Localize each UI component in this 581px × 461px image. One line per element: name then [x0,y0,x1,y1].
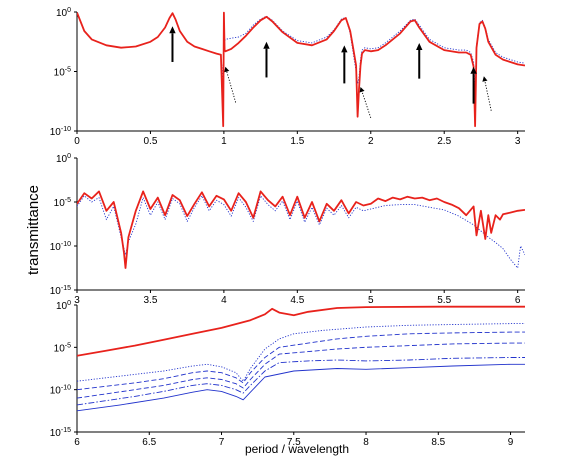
y-axis-label: transmittance [25,185,42,275]
series-line-6 [77,363,525,412]
y-tick-label: 100 [56,153,71,165]
dotted-arrow [359,86,372,119]
x-tick-label: 1.5 [290,136,304,147]
x-tick-label: 3 [515,136,521,147]
series-line-2 [77,323,525,382]
series-line-1 [77,11,525,128]
x-tick-label: 0.5 [143,136,157,147]
x-tick-label: 2 [368,136,374,147]
x-tick-label: 5 [368,295,374,306]
y-tick-label: 10-15 [50,427,71,439]
panel-1: 0 0.5 1 1.5 2 2.5 3 100 10-5 10-10 [50,7,525,147]
solid-arrow [169,26,176,62]
x-tick-label: 2.5 [437,136,451,147]
y-tick-label: 100 [56,7,71,19]
series-line-1 [77,305,525,357]
y-tick-label: 10-5 [54,342,71,354]
series-line-3 [77,331,525,391]
y-tick-label: 10-10 [50,241,71,253]
x-tick-label: 5.5 [437,295,451,306]
series-line-1 [77,190,525,269]
x-tick-label: 6 [515,295,521,306]
x-tick-label: 0 [74,136,80,147]
series-line-4 [77,342,525,399]
solid-arrow [263,41,270,78]
x-tick-label: 3.5 [143,295,157,306]
y-tick-label: 10-10 [50,126,71,138]
solid-arrow [341,45,348,84]
x-axis-label: period / wavelength [245,442,349,456]
x-tick-label: 6.5 [142,437,156,448]
x-tick-label: 7 [219,437,225,448]
solid-arrow [416,42,423,79]
y-tick-label: 10-5 [54,197,71,209]
x-tick-label: 4.5 [290,295,304,306]
x-tick-label: 9 [508,437,514,448]
panel-3: 6 6.5 7 7.5 8 8.5 9 100 10-5 10-10 10-15 [50,300,525,448]
x-tick-label: 8 [363,437,369,448]
solid-arrow [470,66,477,104]
y-tick-label: 10-15 [50,285,71,297]
dotted-arrow [224,66,237,103]
x-tick-label: 7.5 [287,437,301,448]
x-tick-label: 6 [74,437,80,448]
x-tick-label: 1 [221,136,227,147]
x-tick-label: 8.5 [431,437,445,448]
y-tick-label: 10-5 [54,67,71,79]
y-tick-label: 10-10 [50,385,71,397]
series-line-5 [77,357,525,406]
dotted-arrow [482,76,492,111]
y-tick-label: 100 [56,300,71,312]
x-tick-label: 3 [74,295,80,306]
x-tick-label: 4 [221,295,227,306]
series-line-2 [77,12,525,90]
panel-2: 3 3.5 4 4.5 5 5.5 6 100 10-5 10-10 10-15 [50,153,525,306]
series-line-2 [77,195,525,269]
